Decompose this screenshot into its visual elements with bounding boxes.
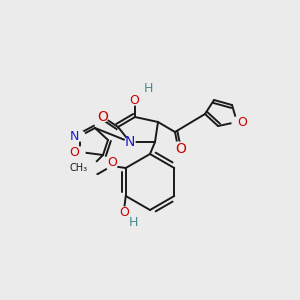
Circle shape (119, 207, 129, 217)
Text: N: N (69, 130, 79, 142)
Text: O: O (69, 146, 79, 158)
Circle shape (107, 161, 117, 171)
Circle shape (125, 137, 135, 147)
Text: O: O (176, 142, 186, 156)
Circle shape (173, 142, 183, 152)
Circle shape (75, 147, 85, 157)
Text: CH₃: CH₃ (70, 163, 88, 173)
Circle shape (232, 117, 242, 127)
Text: N: N (125, 135, 135, 149)
Circle shape (82, 160, 98, 176)
Text: H: H (129, 215, 138, 229)
Text: O: O (129, 94, 139, 106)
Circle shape (75, 131, 85, 141)
Text: H: H (143, 82, 153, 94)
Circle shape (98, 112, 108, 122)
Circle shape (143, 83, 153, 93)
Text: O: O (98, 110, 108, 124)
Text: O: O (119, 206, 129, 218)
Circle shape (129, 217, 139, 227)
Text: O: O (107, 157, 117, 169)
Circle shape (130, 95, 140, 105)
Text: O: O (237, 116, 247, 128)
